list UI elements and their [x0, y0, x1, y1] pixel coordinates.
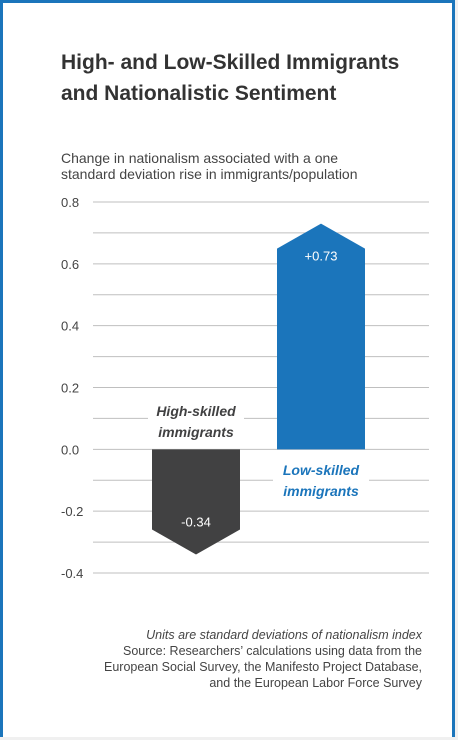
y-tick-label: -0.4	[61, 566, 83, 581]
y-tick-label: 0.0	[61, 442, 79, 457]
y-tick-label: 0.6	[61, 257, 79, 272]
bar	[277, 223, 365, 450]
category-label-bg	[148, 401, 244, 445]
category-label: High-skilled	[156, 403, 236, 419]
y-tick-label: 0.8	[61, 195, 79, 210]
category-label: immigrants	[283, 483, 359, 499]
subtitle-line-1: Change in nationalism associated with a …	[61, 150, 339, 166]
source-line-1: Source: Researchers’ calculations using …	[123, 644, 422, 658]
category-label-bg	[273, 460, 369, 504]
category-label: immigrants	[158, 424, 234, 440]
subtitle-line-2: standard deviation rise in immigrants/po…	[61, 166, 358, 182]
data-label: -0.34	[181, 514, 211, 529]
source-line-3: and the European Labor Force Survey	[209, 676, 422, 690]
category-label: Low-skilled	[283, 462, 360, 478]
title-line-2: and Nationalistic Sentiment	[61, 82, 337, 105]
data-label: +0.73	[305, 249, 338, 264]
source-line-2: European Social Survey, the Manifesto Pr…	[104, 660, 422, 674]
title-line-1: High- and Low-Skilled Immigrants	[61, 51, 400, 74]
chart-title: High- and Low-Skilled Immigrants and Nat…	[61, 47, 451, 109]
bar	[152, 449, 240, 555]
y-tick-label: -0.2	[61, 504, 83, 519]
chart-footer: Units are standard deviations of nationa…	[2, 627, 422, 691]
y-tick-label: 0.4	[61, 319, 79, 334]
bar-chart: 0.8 0.6 0.4 0.2 0.0 -0.2 -0.4 -0.34 +0.73 High-sk…	[61, 195, 429, 581]
chart-subtitle: Change in nationalism associated with a …	[61, 150, 441, 182]
units-note: Units are standard deviations of nationa…	[146, 628, 422, 642]
y-tick-label: 0.2	[61, 381, 79, 396]
